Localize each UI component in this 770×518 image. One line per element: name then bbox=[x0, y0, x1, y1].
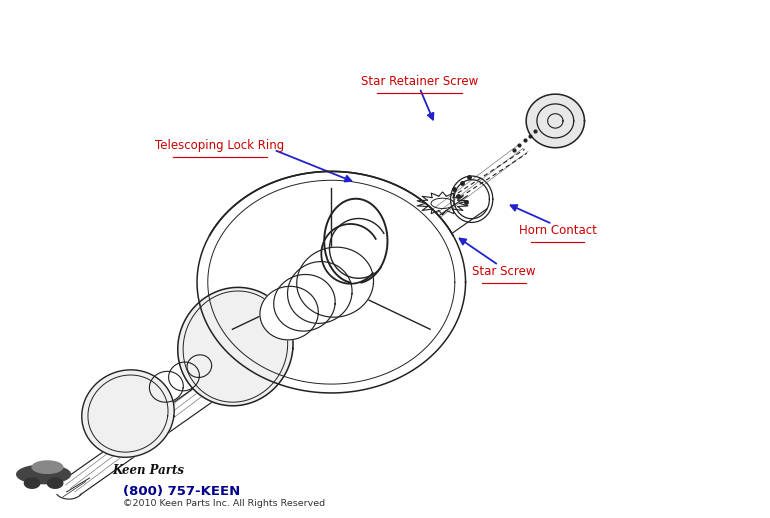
Polygon shape bbox=[287, 262, 352, 323]
Text: ©2010 Keen Parts Inc. All Rights Reserved: ©2010 Keen Parts Inc. All Rights Reserve… bbox=[122, 499, 325, 508]
Polygon shape bbox=[32, 461, 63, 473]
Polygon shape bbox=[296, 247, 373, 317]
Text: Keen Parts: Keen Parts bbox=[112, 464, 185, 477]
Polygon shape bbox=[526, 94, 584, 148]
Polygon shape bbox=[48, 478, 63, 488]
Text: Star Retainer Screw: Star Retainer Screw bbox=[361, 75, 478, 88]
Text: Telescoping Lock Ring: Telescoping Lock Ring bbox=[156, 139, 285, 152]
Polygon shape bbox=[260, 286, 318, 340]
Polygon shape bbox=[273, 275, 335, 331]
Polygon shape bbox=[25, 478, 40, 488]
Text: Star Screw: Star Screw bbox=[472, 265, 536, 278]
Polygon shape bbox=[82, 370, 174, 457]
Polygon shape bbox=[197, 171, 466, 393]
Polygon shape bbox=[17, 465, 70, 484]
Text: Horn Contact: Horn Contact bbox=[519, 224, 597, 237]
Text: (800) 757-KEEN: (800) 757-KEEN bbox=[122, 485, 240, 498]
Polygon shape bbox=[178, 287, 293, 406]
